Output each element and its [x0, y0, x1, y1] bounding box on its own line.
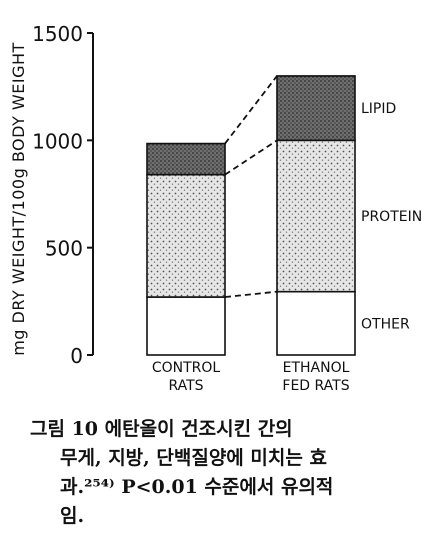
series-label-protein: PROTEIN [361, 209, 422, 225]
caption-line-2: 무게, 지방, 단백질양에 미치는 효 [60, 447, 327, 469]
bar-segment-lipid [146, 142, 226, 176]
bar-segment-protein [276, 139, 356, 293]
caption-line-1: 그림 10 에탄올이 건조시킨 간의 [30, 418, 293, 440]
y-tick-label: 1500 [32, 22, 83, 46]
series-label-lipid: LIPID [361, 101, 396, 117]
labels: CONTROL RATS ETHANOL FED RATS OTHER PROTEIN LI… [152, 101, 422, 394]
connector-lines [224, 75, 278, 298]
caption-line-4: 임. [60, 505, 85, 527]
bar-segment-protein [146, 173, 226, 298]
y-tick-label: 0 [70, 344, 83, 368]
figure-caption: 그림 10 에탄올이 건조시킨 간의 무게, 지방, 단백질양에 미치는 효 과… [30, 415, 425, 531]
category-label: ETHANOL [283, 360, 350, 376]
connector-line [224, 139, 278, 176]
y-tick-label: 500 [45, 237, 83, 261]
category-label: FED RATS [282, 378, 349, 394]
y-axis-label: mg DRY WEIGHT/100g BODY WEIGHT [9, 42, 28, 356]
connector-line [224, 290, 278, 298]
bar-segment-other [146, 296, 226, 356]
caption-line-3: 과.²⁵⁴⁾ P<0.01 수준에서 유의적 [60, 476, 334, 498]
series-label-other: OTHER [361, 316, 410, 332]
connector-line [224, 75, 278, 145]
bar-segment-other [276, 290, 356, 356]
bars [146, 75, 356, 356]
category-label: CONTROL [152, 360, 221, 376]
category-label: RATS [168, 378, 203, 394]
y-tick-label: 1000 [32, 129, 83, 153]
bar-segment-lipid [276, 75, 356, 142]
